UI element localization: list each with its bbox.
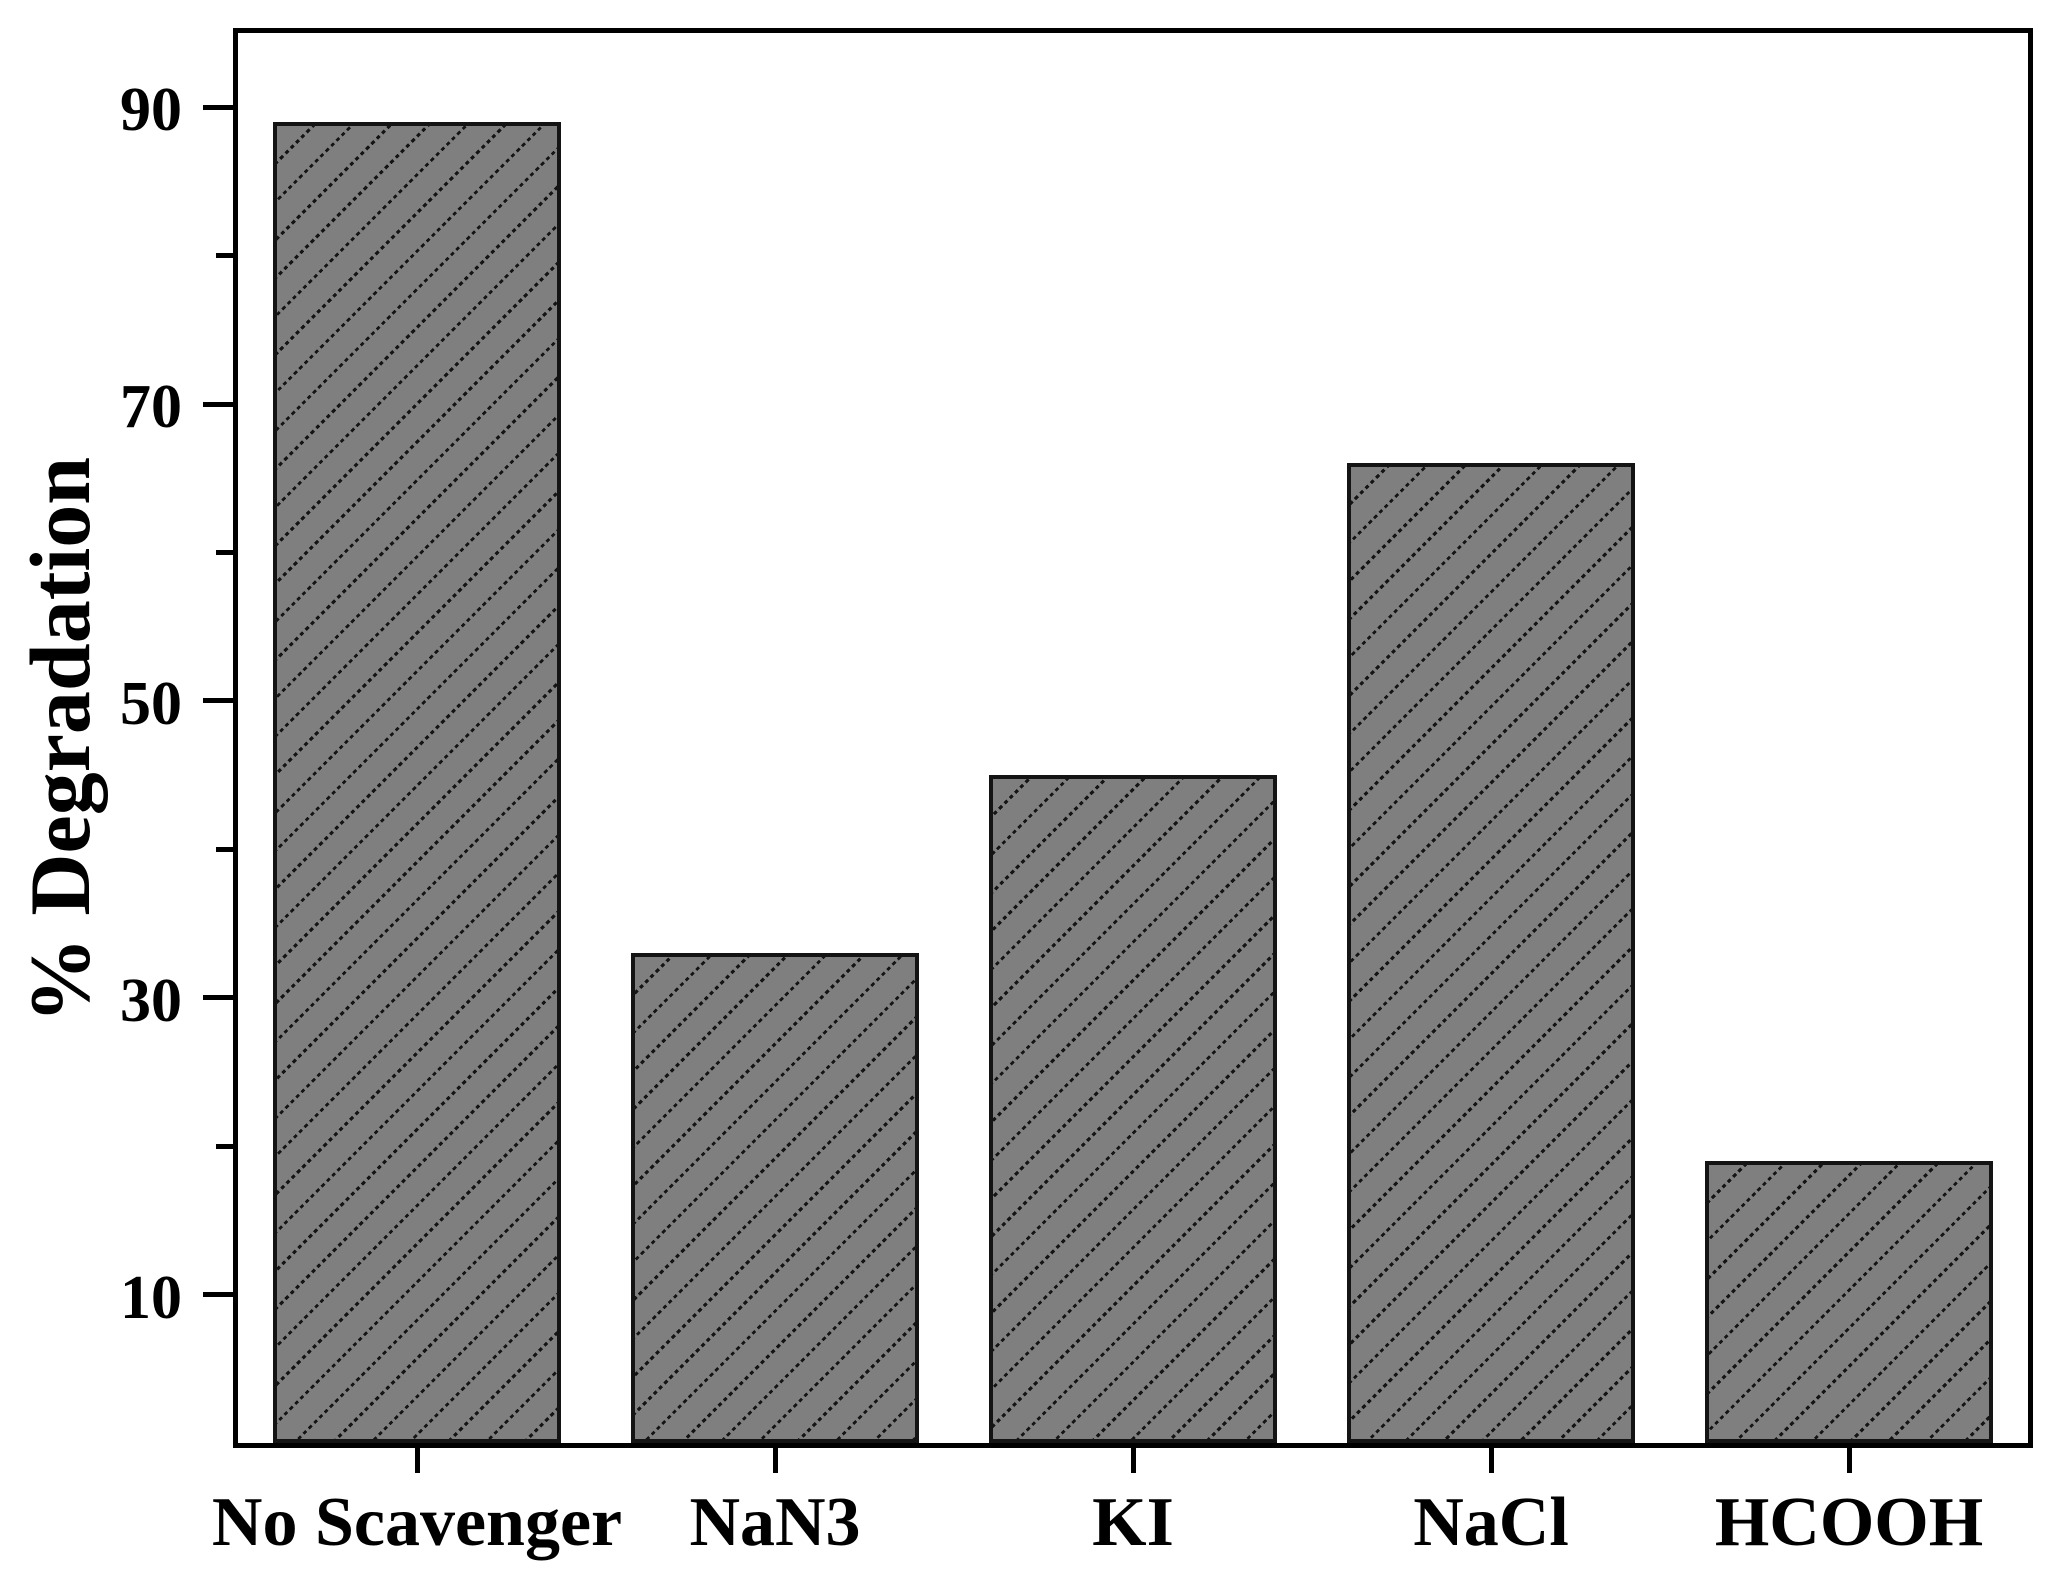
y-axis-major-tick xyxy=(203,1292,233,1298)
y-axis-tick-label: 90 xyxy=(120,76,182,145)
y-axis-major-tick xyxy=(203,698,233,704)
y-axis-minor-tick xyxy=(216,549,233,555)
y-axis-tick-label: 70 xyxy=(120,373,182,442)
x-axis-tick xyxy=(414,1445,420,1473)
bar-ki xyxy=(989,775,1277,1443)
y-axis-major-tick xyxy=(203,401,233,407)
x-axis-tick xyxy=(1130,1445,1136,1473)
bar-nacl xyxy=(1347,463,1635,1443)
y-axis-major-tick xyxy=(203,995,233,1001)
y-axis-minor-tick xyxy=(216,1143,233,1149)
y-axis-major-tick xyxy=(203,104,233,110)
bar-nan3 xyxy=(631,953,919,1443)
y-axis-minor-tick xyxy=(216,253,233,259)
bar-hcooh xyxy=(1705,1161,1993,1443)
x-axis-tick xyxy=(772,1445,778,1473)
x-category-label: NaN3 xyxy=(689,1484,861,1561)
x-axis-tick xyxy=(1488,1445,1494,1473)
y-axis-tick-label: 50 xyxy=(120,669,182,738)
bar-no-scavenger xyxy=(273,122,561,1443)
x-axis-tick xyxy=(1846,1445,1852,1473)
y-axis-minor-tick xyxy=(216,846,233,852)
y-axis-title: % Degradation xyxy=(12,456,108,1024)
y-axis-tick-label: 10 xyxy=(120,1263,182,1332)
x-category-label: HCOOH xyxy=(1714,1484,1984,1561)
x-category-label: NaCl xyxy=(1413,1484,1569,1561)
y-axis-tick-label: 30 xyxy=(120,966,182,1035)
x-category-label: KI xyxy=(1092,1484,1174,1561)
x-category-label: No Scavenger xyxy=(211,1484,623,1561)
